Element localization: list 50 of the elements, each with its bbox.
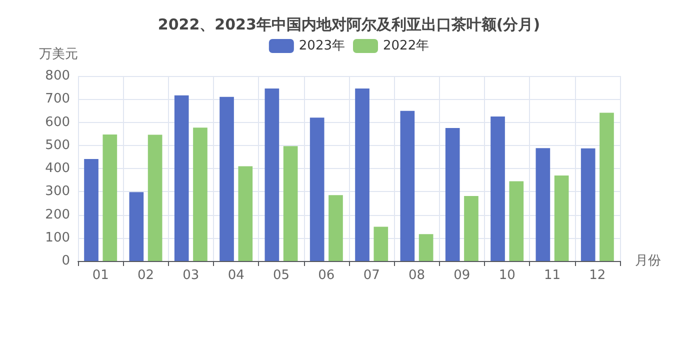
x-tick-label: 08: [408, 268, 426, 283]
x-tick-label: 10: [498, 268, 516, 283]
bar: [400, 110, 415, 261]
bar: [536, 148, 550, 261]
bar: [148, 134, 162, 261]
bar: [600, 112, 614, 261]
bar: [445, 128, 460, 261]
bar: [509, 181, 524, 261]
y-tick-label: 200: [45, 207, 70, 222]
x-tick-label: 01: [92, 268, 109, 283]
bar: [220, 96, 234, 261]
x-tick-label: 03: [182, 268, 200, 283]
y-tick-label: 800: [45, 68, 70, 84]
y-tick-label: 100: [45, 230, 70, 246]
bar: [193, 128, 208, 261]
bar: [490, 116, 505, 261]
x-tick-label: 12: [589, 268, 606, 283]
bar: [328, 195, 343, 261]
x-axis-title: 月份: [635, 254, 661, 268]
x-tick-label: 09: [454, 268, 470, 283]
x-tick-label: 06: [318, 268, 335, 283]
bar: [174, 95, 189, 261]
legend-label: 2022年: [383, 38, 430, 54]
y-tick-label: 400: [45, 161, 70, 176]
bar: [310, 118, 324, 261]
x-tick-label: 11: [544, 268, 561, 283]
bar: [283, 146, 298, 261]
x-tick-label: 07: [363, 268, 380, 283]
x-tick-label: 05: [272, 268, 290, 283]
bar: [84, 159, 98, 261]
y-tick-label: 0: [62, 254, 70, 268]
bar: [418, 234, 434, 261]
bar: [238, 166, 253, 261]
y-tick-label: 300: [45, 184, 70, 200]
y-tick-label: 500: [45, 138, 70, 153]
bar: [374, 226, 388, 261]
y-tick-label: 600: [45, 114, 70, 130]
x-tick-label: 02: [137, 268, 154, 283]
bar: [554, 175, 569, 261]
bar: [580, 148, 596, 261]
bar: [355, 88, 370, 261]
x-tick-label: 04: [228, 268, 244, 283]
bar: [129, 192, 144, 261]
y-tick-label: 700: [45, 92, 70, 107]
bar: [464, 196, 478, 261]
legend-label: 2023年: [298, 38, 346, 54]
y-axis-title: 万美元: [39, 46, 78, 62]
chart-title: 2022、2023年中国内地对阿尔及利亚出口茶叶额(分月): [158, 16, 540, 34]
bar: [102, 134, 118, 261]
bar: [264, 88, 280, 261]
